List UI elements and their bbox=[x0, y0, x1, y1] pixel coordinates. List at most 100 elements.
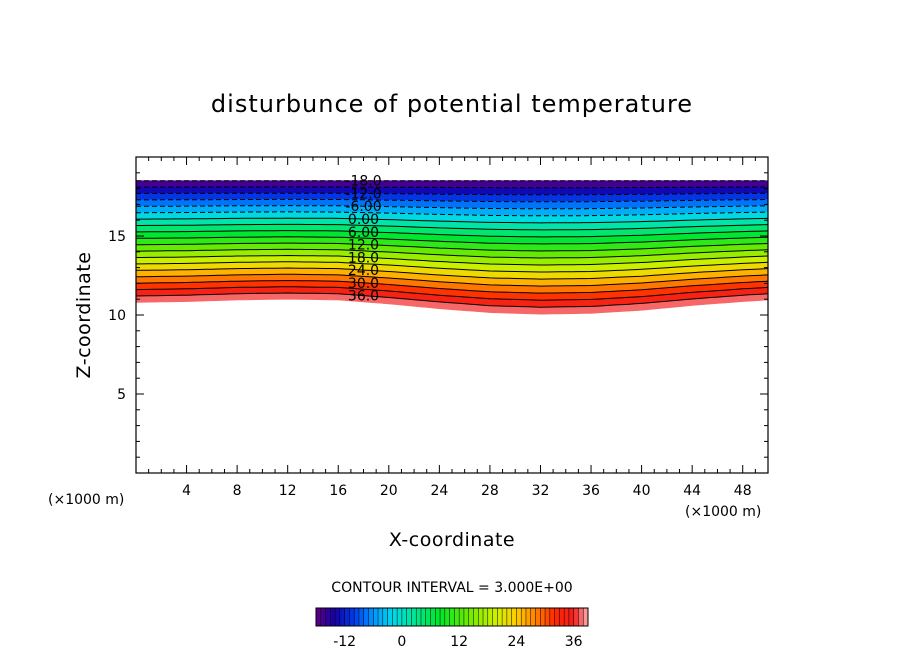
y-tick-label: 10 bbox=[108, 308, 126, 324]
contour-label: 36.0 bbox=[348, 289, 379, 305]
contour-label: 24.0 bbox=[348, 263, 379, 279]
contour-line bbox=[136, 242, 768, 252]
colorbar-tick-label: -12 bbox=[333, 634, 356, 650]
colorbar-ticks: -12 0 12 24 36 bbox=[333, 634, 582, 650]
colorbar-cell bbox=[430, 608, 436, 626]
x-tick-label: 40 bbox=[633, 483, 651, 499]
contour-label: 6.00 bbox=[348, 225, 379, 241]
contour-band bbox=[136, 180, 768, 188]
colorbar-cell bbox=[468, 608, 474, 626]
contour-line bbox=[136, 273, 768, 287]
colorbar-cell bbox=[497, 608, 503, 626]
colorbar-cell bbox=[392, 608, 398, 626]
y-axis-ticks: 5 10 15 bbox=[108, 172, 768, 458]
x-tick-label: 48 bbox=[734, 483, 752, 499]
colorbar-cell bbox=[444, 608, 450, 626]
colorbar-cell bbox=[540, 608, 546, 626]
colorbar-cell bbox=[502, 608, 508, 626]
contour-line bbox=[136, 223, 768, 231]
contour-line bbox=[136, 186, 768, 189]
contour-label: -6.00 bbox=[345, 199, 381, 215]
chart-title: disturbunce of potential temperature bbox=[211, 90, 693, 118]
contour-lines bbox=[136, 180, 768, 308]
colorbar-tick-label: 12 bbox=[450, 634, 468, 650]
colorbar-cell bbox=[568, 608, 574, 626]
contour-line bbox=[136, 248, 768, 259]
colorbar-cell bbox=[573, 608, 579, 626]
x-tick-label: 36 bbox=[582, 483, 600, 499]
colorbar-tick-label: 24 bbox=[508, 634, 526, 650]
colorbar-frame bbox=[315, 607, 589, 627]
colorbar-cell bbox=[449, 608, 455, 626]
colorbar-cell bbox=[425, 608, 431, 626]
contour-line bbox=[136, 205, 768, 210]
colorbar-cell bbox=[363, 608, 369, 626]
colorbar-cell bbox=[545, 608, 551, 626]
colorbar-cell bbox=[387, 608, 393, 626]
colorbar-cell bbox=[554, 608, 560, 626]
contour-line bbox=[136, 217, 768, 224]
x-tick-label: 44 bbox=[683, 483, 701, 499]
x-tick-label: 12 bbox=[279, 483, 297, 499]
colorbar-cell bbox=[459, 608, 465, 626]
contour-label: -12.0 bbox=[345, 186, 381, 202]
colorbar-cell bbox=[358, 608, 365, 626]
colorbar-cell bbox=[454, 608, 460, 626]
x-unit-label: (×1000 m) bbox=[685, 504, 761, 520]
colorbar-cell bbox=[521, 608, 527, 626]
y-axis-title: Z-coordinate bbox=[73, 252, 95, 379]
contour-line bbox=[136, 211, 768, 217]
x-tick-label: 16 bbox=[329, 483, 347, 499]
colorbar-cell bbox=[440, 608, 446, 626]
colorbar-cell bbox=[339, 608, 345, 626]
colorbar-cell bbox=[378, 608, 384, 626]
x-tick-label: 8 bbox=[233, 483, 242, 499]
contour-line bbox=[136, 286, 768, 301]
y-tick-label: 15 bbox=[108, 229, 126, 245]
colorbar-cell bbox=[564, 608, 570, 626]
colorbar-cell bbox=[344, 608, 350, 626]
colorbar-cell bbox=[478, 608, 484, 626]
colorbar-cell bbox=[463, 608, 470, 626]
colorbar-cell bbox=[320, 608, 326, 626]
colorbar-cell bbox=[583, 608, 589, 626]
y-tick-label: 5 bbox=[117, 387, 126, 403]
colorbar-cell bbox=[535, 608, 541, 626]
colorbar-cell bbox=[473, 608, 479, 626]
colorbar-cell bbox=[330, 608, 336, 626]
colorbar-cell bbox=[506, 608, 512, 626]
colorbar-cell bbox=[411, 608, 417, 626]
colorbar-cell bbox=[373, 608, 379, 626]
colorbar bbox=[315, 608, 589, 626]
colorbar-cell bbox=[483, 608, 489, 626]
contour-line bbox=[136, 292, 768, 308]
x-tick-label: 28 bbox=[481, 483, 499, 499]
x-tick-label: 32 bbox=[532, 483, 550, 499]
colorbar-cell bbox=[559, 608, 565, 626]
colorbar-cell bbox=[382, 608, 388, 626]
contour-field bbox=[136, 180, 768, 315]
y-unit-label: (×1000 m) bbox=[48, 492, 124, 508]
colorbar-cell bbox=[511, 608, 517, 626]
colorbar-cell bbox=[420, 608, 427, 626]
contour-line bbox=[136, 198, 768, 203]
colorbar-cell bbox=[354, 608, 360, 626]
colorbar-cell bbox=[416, 608, 422, 626]
colorbar-cell bbox=[349, 608, 355, 626]
colorbar-cell bbox=[516, 608, 522, 626]
colorbar-cell bbox=[397, 608, 403, 626]
colorbar-cell bbox=[578, 608, 584, 626]
contour-line bbox=[136, 192, 768, 196]
x-tick-label: 20 bbox=[380, 483, 398, 499]
contour-line bbox=[136, 261, 768, 273]
colorbar-cell bbox=[316, 608, 322, 626]
contour-labels: -18.0-12.0-6.000.006.0012.018.024.030.03… bbox=[345, 174, 381, 305]
contour-label: -18.0 bbox=[345, 174, 381, 190]
contour-line bbox=[136, 279, 768, 294]
colorbar-cell bbox=[401, 608, 407, 626]
contour-line bbox=[136, 230, 768, 238]
contour-line bbox=[136, 267, 768, 280]
contour-line bbox=[136, 236, 768, 245]
contour-label: 12.0 bbox=[348, 238, 379, 254]
